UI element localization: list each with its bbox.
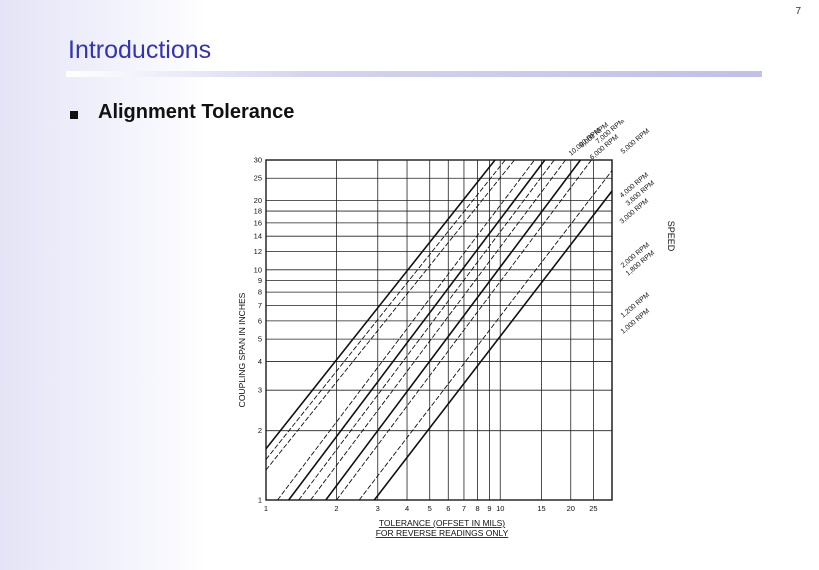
y-tick-label: 10: [254, 265, 262, 274]
x-tick-label: 2: [334, 504, 338, 513]
y-tick-label: 4: [258, 357, 262, 366]
x-tick-label: 3: [376, 504, 380, 513]
y-tick-label: 1: [258, 496, 262, 505]
x-tick-label: 9: [487, 504, 491, 513]
y-tick-label: 30: [254, 156, 262, 165]
y-tick-label: 3: [258, 386, 262, 395]
x-tick-label: 10: [496, 504, 504, 513]
y-tick-label: 7: [258, 301, 262, 310]
y-tick-label: 9: [258, 276, 262, 285]
x-tick-label: 4: [405, 504, 409, 513]
chart-series: [266, 160, 612, 500]
y-tick-label: 2: [258, 426, 262, 435]
y-tick-label: 14: [254, 232, 262, 241]
x-axis-label-2: FOR REVERSE READINGS ONLY: [376, 528, 509, 538]
series-line: [325, 160, 582, 500]
slide-title: Introductions: [68, 36, 212, 64]
page-number: 7: [795, 6, 801, 17]
x-tick-label: 1: [264, 504, 268, 513]
series-line: [266, 160, 515, 471]
series-line: [277, 160, 535, 500]
chart-grid: [265, 159, 613, 501]
alignment-tolerance-chart: 1 2 3 4 5 6 7 8 9 10 15 20 2512345678910121416182025…: [237, 120, 676, 538]
x-tick-label: 20: [567, 504, 575, 513]
background-gradient: [0, 0, 205, 570]
y-axis-label: COUPLING SPAN IN INCHES: [237, 292, 247, 407]
y-tick-label: 25: [254, 174, 262, 183]
x-tick-label: 6: [446, 504, 450, 513]
y-tick-label: 8: [258, 288, 262, 297]
y-tick-label: 20: [254, 196, 262, 205]
series-line: [266, 160, 496, 450]
series-line: [288, 160, 546, 500]
series-line: [373, 190, 612, 500]
x-axis-label: TOLERANCE (OFFSET IN MILS): [379, 518, 505, 528]
rpm-label: 5,000 RPM: [620, 128, 651, 156]
series-line: [266, 160, 506, 460]
y-tick-label: 18: [254, 207, 262, 216]
y-tick-label: 5: [258, 335, 262, 344]
series-line: [310, 160, 566, 500]
series-line: [336, 160, 592, 500]
x-tick-label: 5: [428, 504, 432, 513]
x-tick-label: 7: [462, 504, 466, 513]
series-line: [358, 170, 612, 500]
speed-axis-label: SPEED: [666, 221, 676, 252]
x-tick-label: 8: [475, 504, 479, 513]
y-tick-label: 16: [254, 218, 262, 227]
bullet-text: Alignment Tolerance: [98, 101, 295, 123]
x-tick-label: 15: [537, 504, 545, 513]
bullet-square-icon: [70, 111, 78, 119]
series-line: [298, 160, 555, 500]
x-tick-label: 25: [589, 504, 597, 513]
y-tick-label: 6: [258, 316, 262, 325]
y-tick-label: 12: [254, 247, 262, 256]
title-underline: [66, 71, 762, 77]
chart-ticks: 1 2 3 4 5 6 7 8 9 10 15 20 2512345678910121416182025…: [254, 156, 598, 514]
